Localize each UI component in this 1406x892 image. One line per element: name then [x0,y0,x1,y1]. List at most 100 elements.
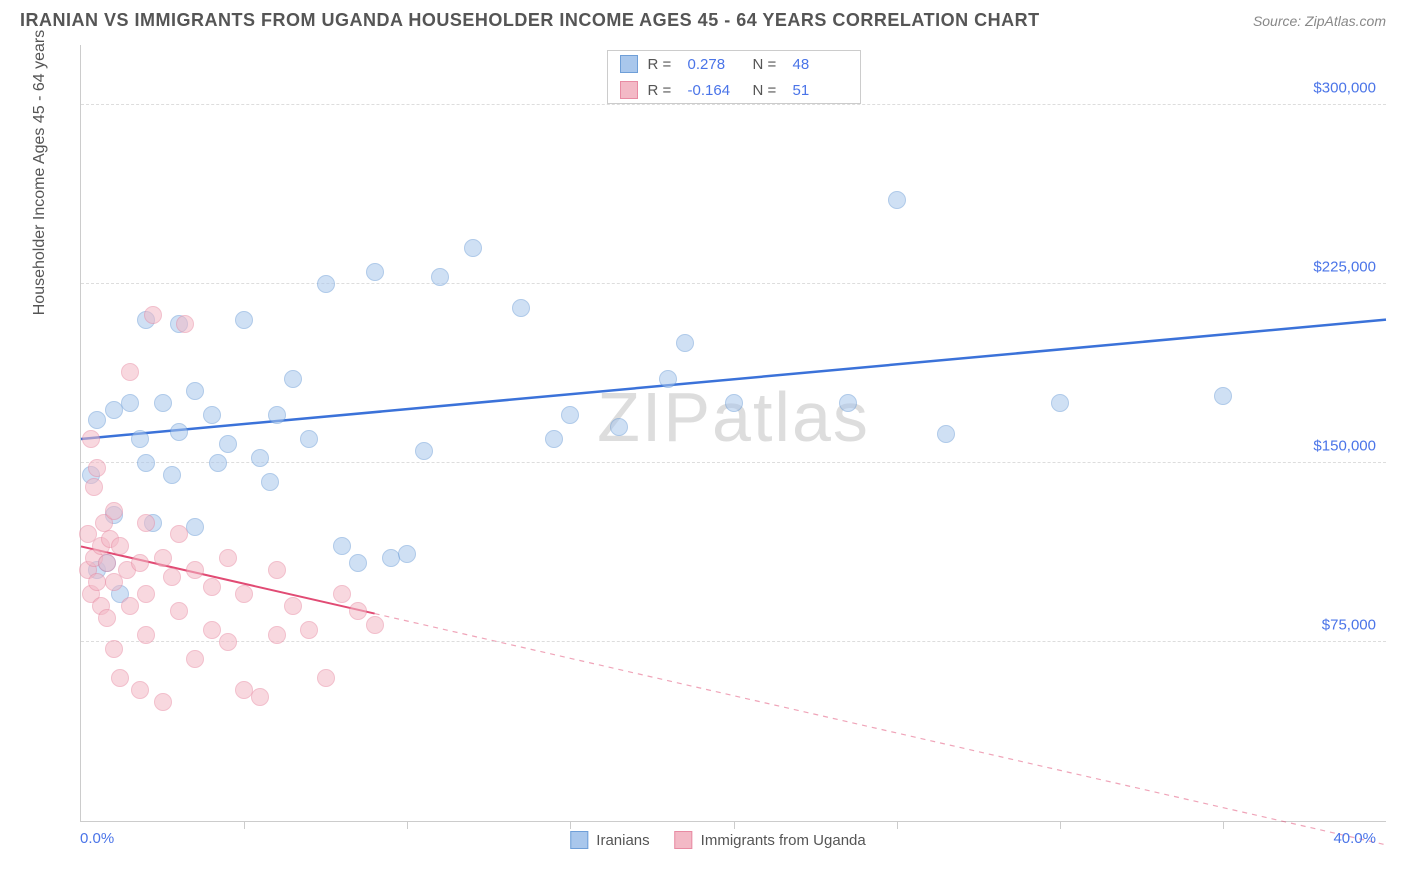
chart-title: IRANIAN VS IMMIGRANTS FROM UGANDA HOUSEH… [20,10,1040,31]
scatter-point [186,650,204,668]
scatter-point [176,315,194,333]
scatter-point [170,423,188,441]
legend-swatch [620,55,638,73]
x-tick [897,821,898,829]
scatter-point [676,334,694,352]
n-value: 51 [793,82,848,99]
scatter-point [88,459,106,477]
r-label: R = [648,56,678,73]
scatter-point [137,585,155,603]
scatter-point [839,394,857,412]
scatter-point [284,597,302,615]
n-label: N = [753,56,783,73]
x-tick [407,821,408,829]
trend-lines-svg [81,45,1386,821]
scatter-point [317,275,335,293]
scatter-point [251,688,269,706]
scatter-point [349,602,367,620]
scatter-point [154,549,172,567]
series-name: Iranians [596,832,649,849]
legend-swatch [620,81,638,99]
scatter-point [105,502,123,520]
scatter-point [300,430,318,448]
scatter-point [88,573,106,591]
scatter-point [170,602,188,620]
scatter-point [98,554,116,572]
scatter-point [144,306,162,324]
scatter-point [219,435,237,453]
scatter-point [235,681,253,699]
scatter-point [284,370,302,388]
scatter-point [561,406,579,424]
scatter-point [610,418,628,436]
scatter-point [131,554,149,572]
scatter-point [464,239,482,257]
scatter-point [170,525,188,543]
correlation-legend: R =0.278N =48R =-0.164N =51 [607,50,861,104]
scatter-point [111,537,129,555]
source-attribution: Source: ZipAtlas.com [1253,13,1386,29]
scatter-point [268,626,286,644]
scatter-point [268,561,286,579]
scatter-point [121,597,139,615]
scatter-point [725,394,743,412]
gridline [81,283,1386,284]
scatter-point [219,633,237,651]
scatter-point [121,363,139,381]
trend-line-dashed [375,614,1386,845]
legend-swatch [570,831,588,849]
y-tick-label: $300,000 [1313,79,1376,96]
n-label: N = [753,82,783,99]
x-axis-min-label: 0.0% [80,830,114,847]
scatter-point [300,621,318,639]
scatter-point [163,568,181,586]
plot-area: ZIPatlas R =0.278N =48R =-0.164N =51 $75… [80,45,1386,822]
scatter-point [659,370,677,388]
scatter-point [261,473,279,491]
scatter-point [937,425,955,443]
scatter-point [209,454,227,472]
x-tick [734,821,735,829]
y-tick-label: $225,000 [1313,258,1376,275]
scatter-point [219,549,237,567]
chart-container: Householder Income Ages 45 - 64 years ZI… [50,45,1386,852]
scatter-point [545,430,563,448]
scatter-point [333,537,351,555]
series-legend: Iranians Immigrants from Uganda [570,831,865,849]
scatter-point [203,578,221,596]
scatter-point [333,585,351,603]
y-axis-title: Householder Income Ages 45 - 64 years [31,29,49,315]
scatter-point [154,693,172,711]
scatter-point [268,406,286,424]
scatter-point [98,609,116,627]
scatter-point [235,585,253,603]
scatter-point [235,311,253,329]
scatter-point [431,268,449,286]
correlation-legend-row: R =0.278N =48 [608,51,860,77]
scatter-point [105,401,123,419]
scatter-point [398,545,416,563]
x-tick [1060,821,1061,829]
scatter-point [382,549,400,567]
scatter-point [121,394,139,412]
scatter-point [82,430,100,448]
x-tick [244,821,245,829]
r-label: R = [648,82,678,99]
scatter-point [137,626,155,644]
scatter-point [1051,394,1069,412]
scatter-point [105,640,123,658]
scatter-point [163,466,181,484]
scatter-point [88,411,106,429]
scatter-point [512,299,530,317]
scatter-point [415,442,433,460]
scatter-point [131,430,149,448]
series-legend-item: Iranians [570,831,649,849]
scatter-point [111,669,129,687]
scatter-point [1214,387,1232,405]
scatter-point [85,478,103,496]
scatter-point [131,681,149,699]
scatter-point [366,616,384,634]
series-legend-item: Immigrants from Uganda [675,831,866,849]
scatter-point [137,454,155,472]
series-name: Immigrants from Uganda [701,832,866,849]
